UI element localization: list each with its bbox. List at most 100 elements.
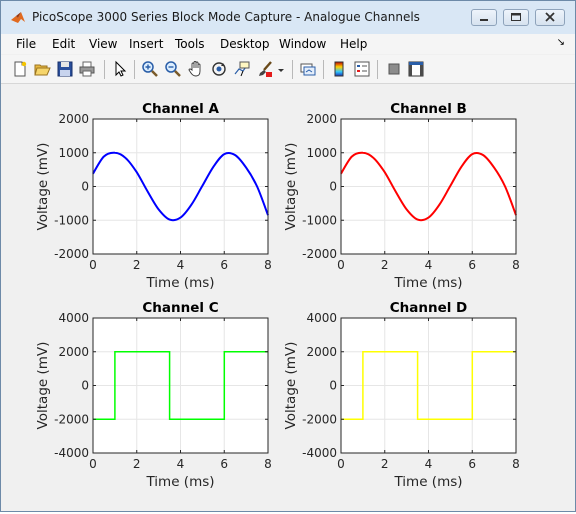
menu-dock-arrow-icon[interactable]: ↘ (556, 37, 565, 48)
pointer-icon[interactable] (111, 60, 129, 78)
new-figure-icon[interactable] (11, 60, 29, 78)
toolbar-separator (292, 60, 293, 79)
y-tick-label: 0 (329, 180, 337, 194)
minimize-button[interactable] (471, 9, 497, 26)
x-tick-label: 0 (89, 258, 97, 272)
x-tick-label: 2 (381, 258, 389, 272)
y-tick-label: -2000 (54, 247, 89, 261)
show-plot-tools-icon[interactable] (407, 60, 425, 78)
x-tick-label: 8 (264, 258, 272, 272)
series-line-channel-c (93, 351, 268, 421)
y-tick-label: -4000 (54, 446, 89, 460)
x-tick-label: 6 (468, 258, 476, 272)
y-tick-label: 0 (81, 180, 89, 194)
hide-plot-tools-icon[interactable] (385, 60, 403, 78)
x-tick-label: 0 (337, 457, 345, 471)
series-line-channel-a (92, 151, 269, 222)
toolbar-separator (104, 60, 105, 79)
menu-edit[interactable]: Edit (52, 37, 76, 51)
colorbar-icon[interactable] (330, 60, 348, 78)
legend-icon[interactable] (353, 60, 371, 78)
figure-canvas: 0 2 4 6 8 -2000 -1000 0 1000 2000 Channel A Time (m… (2, 84, 574, 510)
x-tick-label: 4 (177, 258, 185, 272)
x-tick-label: 8 (512, 258, 520, 272)
x-tick-label: 2 (133, 258, 141, 272)
x-tick-label: 0 (89, 457, 97, 471)
y-axis-label: Voltage (mV) (283, 342, 299, 430)
menu-window[interactable]: Window (279, 37, 327, 51)
y-tick-label: -4000 (302, 446, 337, 460)
toolbar-separator (377, 60, 378, 79)
y-tick-label: 0 (329, 379, 337, 393)
x-tick-label: 4 (425, 457, 433, 471)
title-bar[interactable]: PicoScope 3000 Series Block Mode Capture… (1, 1, 575, 35)
menu-view[interactable]: View (89, 37, 118, 51)
axes-channel-b: 0 2 4 6 8 -2000 -1000 0 1000 2000 Channel B Time (m… (283, 101, 520, 291)
close-button[interactable] (535, 9, 565, 26)
chart-title-channel-b: Channel B (390, 101, 467, 117)
zoom-out-icon[interactable] (164, 60, 182, 78)
open-file-icon[interactable] (33, 60, 51, 78)
x-tick-label: 2 (133, 457, 141, 471)
minimize-icon (480, 19, 488, 21)
y-tick-label: 2000 (58, 345, 89, 359)
x-tick-label: 0 (337, 258, 345, 272)
menu-tools[interactable]: Tools (175, 37, 205, 51)
y-tick-label: 4000 (306, 311, 337, 325)
save-icon[interactable] (56, 60, 74, 78)
x-tick-label: 6 (220, 258, 228, 272)
brush-dropdown-icon[interactable] (276, 60, 286, 78)
y-tick-label: -2000 (54, 412, 89, 426)
x-axis-label: Time (ms) (145, 474, 214, 490)
menu-help[interactable]: Help (340, 37, 368, 51)
chart-title-channel-d: Channel D (390, 300, 468, 316)
maximize-button[interactable] (503, 9, 529, 26)
x-tick-label: 4 (177, 457, 185, 471)
x-tick-label: 8 (512, 457, 520, 471)
x-axis-label: Time (ms) (393, 474, 462, 490)
axes-channel-c: 0 2 4 6 8 -4000 -2000 0 2000 4000 Channel C Time (m… (35, 300, 272, 490)
brush-icon[interactable] (256, 60, 274, 78)
series-line-channel-d (341, 351, 516, 421)
y-tick-label: 2000 (306, 112, 337, 126)
maximize-icon (511, 13, 521, 21)
data-cursor-icon[interactable] (233, 60, 251, 78)
series-line-channel-b (340, 151, 517, 222)
menu-bar: File Edit View Insert Tools Desktop Wind… (1, 34, 575, 54)
y-axis-label: Voltage (mV) (35, 143, 51, 231)
y-tick-label: -1000 (302, 213, 337, 227)
y-tick-label: 2000 (306, 345, 337, 359)
print-icon[interactable] (78, 60, 96, 78)
y-tick-label: 1000 (306, 146, 337, 160)
zoom-in-icon[interactable] (141, 60, 159, 78)
menu-desktop[interactable]: Desktop (220, 37, 270, 51)
chart-title-channel-a: Channel A (142, 101, 219, 117)
y-tick-label: -2000 (302, 412, 337, 426)
x-axis-label: Time (ms) (145, 275, 214, 291)
y-axis-label: Voltage (mV) (35, 342, 51, 430)
y-axis-label: Voltage (mV) (283, 143, 299, 231)
window-title: PicoScope 3000 Series Block Mode Capture… (32, 10, 420, 24)
chart-title-channel-c: Channel C (142, 300, 218, 316)
x-tick-label: 2 (381, 457, 389, 471)
pan-hand-icon[interactable] (187, 60, 205, 78)
toolbar-separator (134, 60, 135, 79)
y-tick-label: -2000 (302, 247, 337, 261)
rotate-3d-icon[interactable] (210, 60, 228, 78)
toolbar (1, 55, 575, 84)
x-tick-label: 8 (264, 457, 272, 471)
y-tick-label: 4000 (58, 311, 89, 325)
y-tick-label: -1000 (54, 213, 89, 227)
x-tick-label: 6 (468, 457, 476, 471)
link-plot-icon[interactable] (299, 60, 317, 78)
y-tick-label: 1000 (58, 146, 89, 160)
menu-insert[interactable]: Insert (129, 37, 164, 51)
menu-file[interactable]: File (16, 37, 37, 51)
y-tick-label: 2000 (58, 112, 89, 126)
axes-channel-a: 0 2 4 6 8 -2000 -1000 0 1000 2000 Channel A Time (m… (35, 101, 272, 291)
axes-channel-d: 0 2 4 6 8 -4000 -2000 0 2000 4000 Channel D Time (m… (283, 300, 520, 490)
toolbar-separator (323, 60, 324, 79)
x-tick-label: 6 (220, 457, 228, 471)
